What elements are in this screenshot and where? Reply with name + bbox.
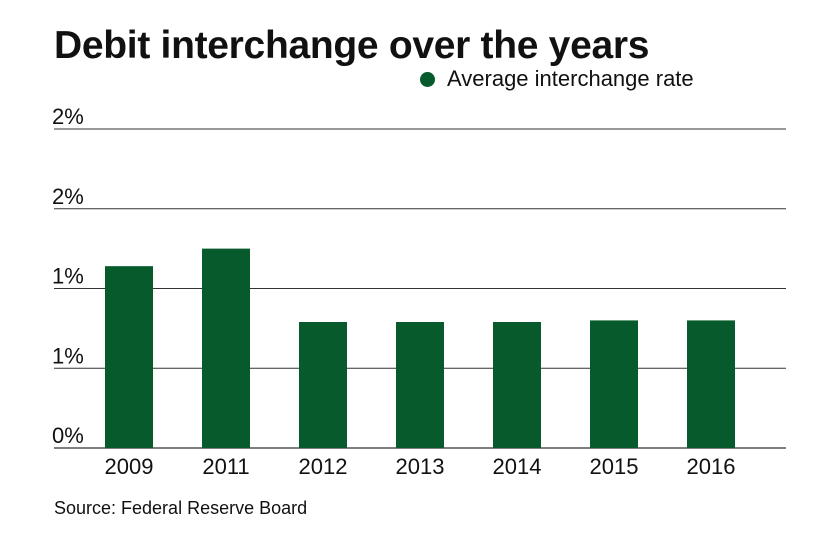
x-tick-label: 2014 bbox=[493, 454, 542, 479]
bar-2009 bbox=[105, 266, 153, 448]
y-tick-label: 1% bbox=[52, 343, 84, 368]
y-axis-labels: 0% 1% 1% 2% 2% bbox=[52, 104, 84, 448]
bars bbox=[105, 248, 735, 448]
source-note: Source: Federal Reserve Board bbox=[54, 498, 308, 518]
legend-swatch bbox=[420, 71, 435, 87]
bar-2015 bbox=[590, 320, 638, 448]
y-tick-label: 1% bbox=[52, 264, 84, 289]
bar-2011 bbox=[202, 248, 250, 448]
x-tick-label: 2011 bbox=[202, 454, 249, 479]
bar-2014 bbox=[493, 321, 541, 448]
y-tick-label: 0% bbox=[52, 423, 84, 448]
chart-title: Debit interchange over the years bbox=[54, 24, 650, 67]
x-tick-label: 2012 bbox=[299, 454, 348, 479]
x-axis-labels: 2009 2011 2012 2013 2014 2015 2016 bbox=[105, 454, 736, 479]
x-tick-label: 2015 bbox=[590, 454, 639, 479]
legend-label: Average interchange rate bbox=[447, 66, 694, 91]
bar-2016 bbox=[687, 320, 735, 448]
x-tick-label: 2013 bbox=[396, 454, 445, 479]
y-tick-label: 2% bbox=[52, 104, 84, 129]
x-tick-label: 2009 bbox=[105, 454, 154, 479]
legend: Average interchange rate bbox=[420, 66, 694, 92]
gridlines bbox=[54, 128, 786, 449]
y-tick-label: 2% bbox=[52, 184, 84, 209]
bar-2012 bbox=[299, 321, 347, 448]
bar-2013 bbox=[396, 321, 444, 448]
x-tick-label: 2016 bbox=[687, 454, 736, 479]
